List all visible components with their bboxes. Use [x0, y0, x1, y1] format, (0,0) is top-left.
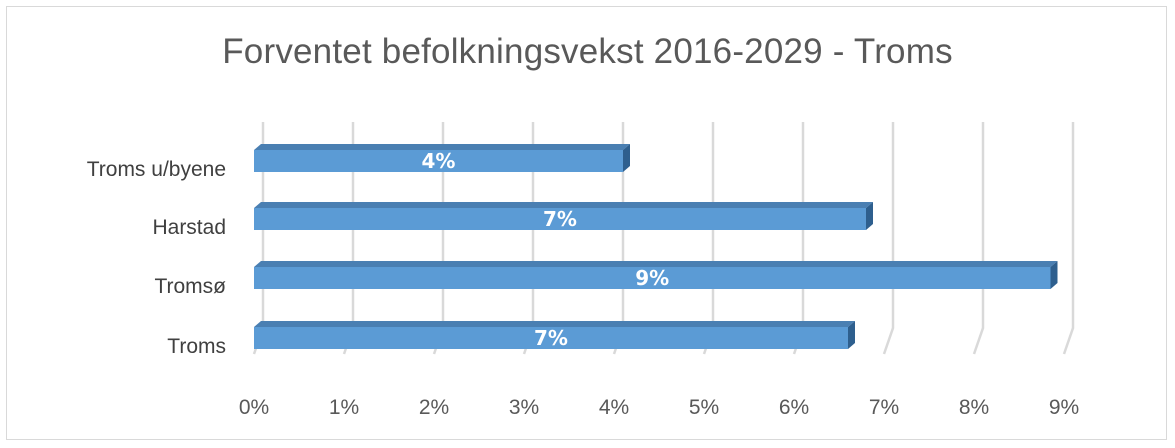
- x-tick-label: 4%: [599, 396, 629, 419]
- bar: [254, 150, 623, 172]
- bar-side-face: [848, 321, 855, 349]
- gridline: [972, 122, 985, 355]
- data-label: 7%: [534, 326, 568, 350]
- gridline: [792, 122, 805, 355]
- category-label: Troms u/byene: [87, 158, 226, 181]
- x-tick-label: 7%: [869, 396, 899, 419]
- x-tick-label: 2%: [419, 396, 449, 419]
- x-tick-label: 5%: [689, 396, 719, 419]
- bar: [254, 267, 1051, 289]
- bar-top-face: [254, 144, 630, 150]
- category-label: Troms: [167, 335, 226, 358]
- category-label: Tromsø: [154, 275, 226, 298]
- category-label: Harstad: [152, 216, 226, 239]
- bar: [254, 327, 848, 349]
- chart-title: Forventet befolkningsvekst 2016-2029 - T…: [222, 32, 953, 71]
- bar-top-face: [254, 202, 873, 208]
- data-label: 7%: [543, 207, 577, 231]
- bar-side-face: [866, 202, 873, 230]
- bar-top-face: [254, 261, 1058, 267]
- data-label: 4%: [422, 149, 456, 173]
- x-tick-label: 3%: [509, 396, 539, 419]
- gridline: [1062, 122, 1075, 355]
- gridline: [882, 122, 895, 355]
- data-label: 9%: [635, 266, 669, 290]
- x-tick-label: 0%: [239, 396, 269, 419]
- bar: [254, 208, 866, 230]
- bar-side-face: [1050, 261, 1058, 289]
- x-tick-label: 8%: [959, 396, 989, 419]
- bar-top-face: [254, 321, 855, 327]
- x-tick-label: 9%: [1049, 396, 1079, 419]
- x-tick-label: 1%: [329, 396, 359, 419]
- x-tick-label: 6%: [779, 396, 809, 419]
- gridline: [702, 122, 715, 355]
- bar-side-face: [623, 144, 630, 172]
